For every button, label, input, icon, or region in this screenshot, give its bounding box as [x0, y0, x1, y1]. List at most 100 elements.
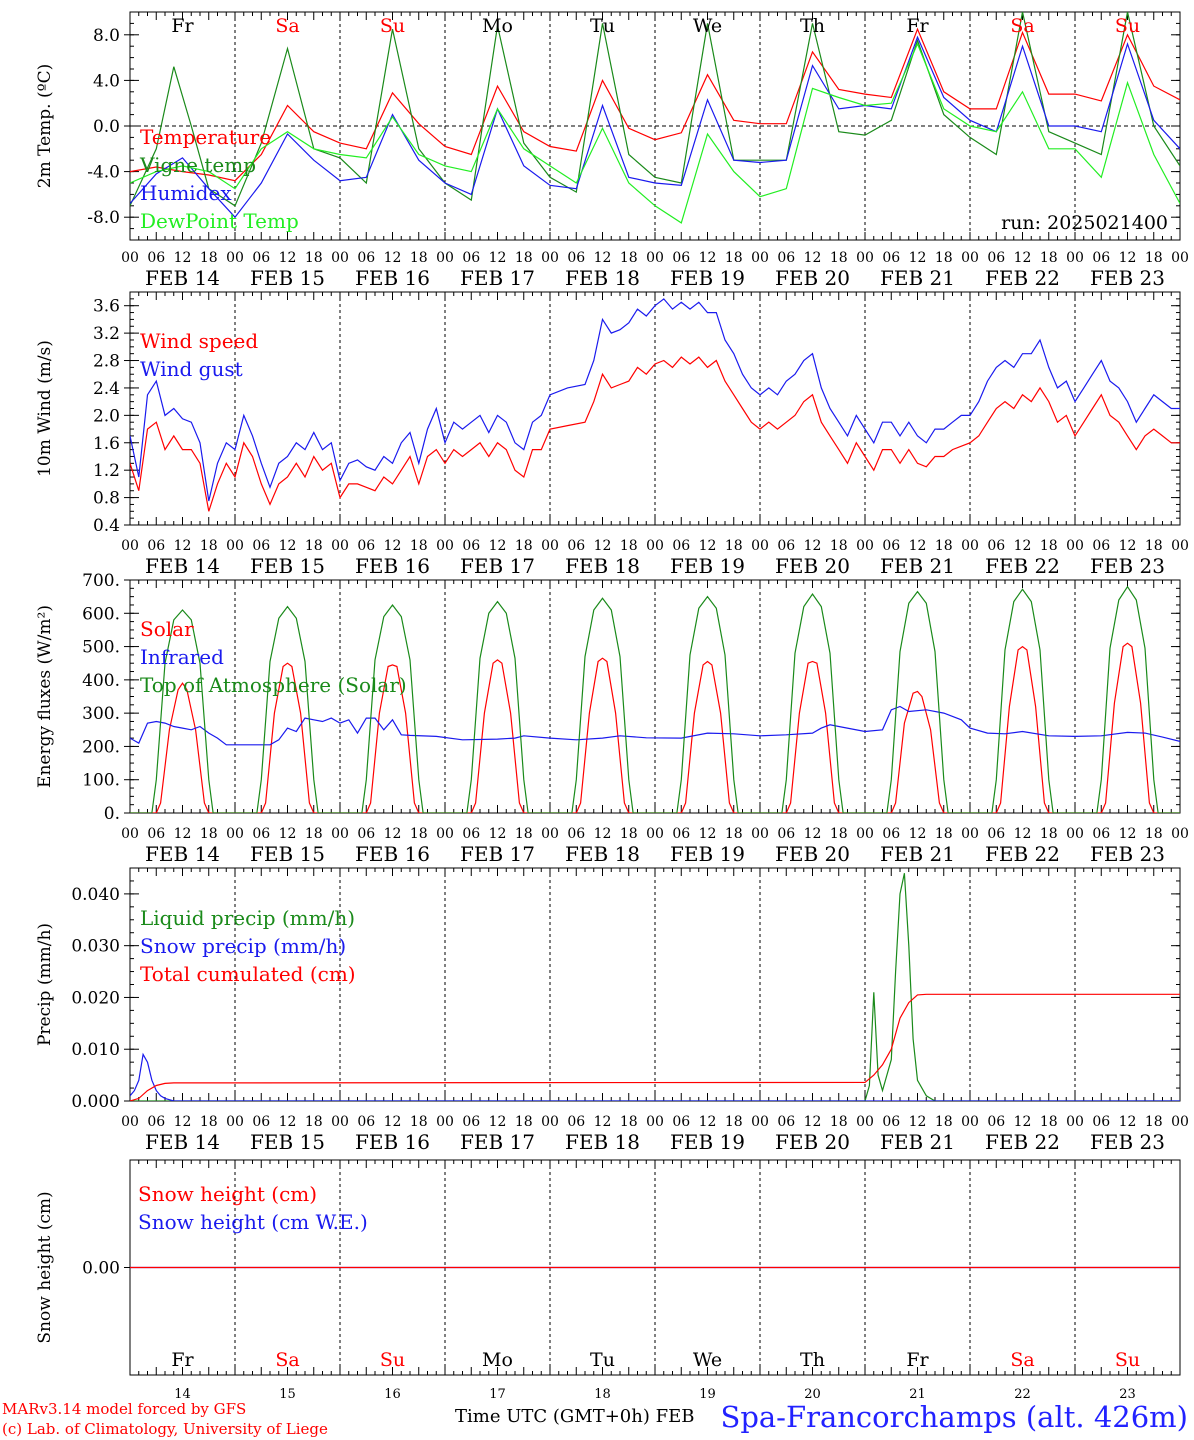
y-axis-label: 10m Wind (m/s): [35, 340, 55, 477]
hour-tick-label: 18: [410, 250, 428, 266]
hour-tick-label: 00: [436, 250, 454, 266]
panel-snow: 0.00 Snow height (cm) Snow height (cm) Snow…: [35, 1159, 1181, 1402]
hour-tick-label: 06: [777, 1114, 795, 1130]
day-label: Mo: [482, 15, 513, 37]
hour-tick-label: 12: [1119, 538, 1137, 554]
y-tick-label: 0.8: [93, 489, 120, 509]
day-label: Fr: [906, 1349, 929, 1371]
hour-tick-label: 06: [252, 250, 270, 266]
y-tick-label: 3.6: [93, 297, 120, 317]
hour-tick-label: 12: [699, 826, 717, 842]
hour-tick-label: 06: [1092, 1114, 1110, 1130]
hour-tick-label: 18: [305, 826, 323, 842]
day-label: Su: [380, 1349, 405, 1371]
day-number-label: 22: [1014, 1387, 1031, 1402]
y-tick-label: 100.: [82, 771, 120, 791]
legend-entry: Temperature: [140, 125, 271, 149]
hour-tick-label: 06: [567, 538, 585, 554]
hour-tick-label: 12: [804, 1114, 822, 1130]
y-tick-label: 0.020: [71, 988, 120, 1008]
date-label: FEB 20: [775, 554, 850, 578]
hour-tick-label: 18: [830, 250, 848, 266]
legend-entry: Humidex: [140, 181, 232, 205]
hour-tick-label: 18: [725, 826, 743, 842]
y-tick-label: 2.8: [93, 352, 120, 372]
hour-tick-label: 06: [987, 538, 1005, 554]
hour-tick-label: 00: [331, 826, 349, 842]
hour-tick-label: 00: [646, 1114, 664, 1130]
y-axis-label: 2m Temp. (ºC): [35, 64, 55, 189]
hour-tick-label: 06: [1092, 538, 1110, 554]
hour-tick-label: 00: [331, 250, 349, 266]
day-label: Tu: [590, 1349, 615, 1371]
y-tick-label: 700.: [82, 571, 120, 591]
hour-tick-label: 06: [987, 250, 1005, 266]
series-line-wind-speed: [130, 356, 1180, 512]
hour-tick-label: 12: [489, 250, 507, 266]
date-label: FEB 18: [565, 1130, 640, 1154]
hour-tick-label: 12: [384, 1114, 402, 1130]
hour-tick-label: 06: [462, 826, 480, 842]
date-label: FEB 20: [775, 266, 850, 290]
day-number-label: 20: [804, 1387, 821, 1402]
hour-tick-label: 18: [1040, 250, 1058, 266]
hour-tick-label: 00: [856, 826, 874, 842]
y-tick-label: 8.0: [93, 26, 120, 46]
hour-tick-label: 18: [1145, 826, 1163, 842]
day-label: We: [693, 1349, 722, 1371]
hour-tick-label: 12: [1014, 538, 1032, 554]
day-label: Fr: [171, 1349, 194, 1371]
series-line-solar: [130, 642, 1180, 813]
hour-tick-label: 00: [1066, 826, 1084, 842]
hour-tick-label: 00: [856, 250, 874, 266]
hour-tick-label: 06: [777, 250, 795, 266]
hour-tick-label: 00: [226, 538, 244, 554]
y-axis-label: Precip (mm/h): [35, 923, 55, 1046]
hour-tick-label: 06: [147, 538, 165, 554]
day-label: We: [693, 15, 722, 37]
hour-tick-label: 12: [489, 826, 507, 842]
hour-tick-label: 12: [174, 826, 192, 842]
date-label: FEB 16: [355, 1130, 430, 1154]
hour-tick-label: 18: [200, 250, 218, 266]
hour-tick-label: 06: [252, 1114, 270, 1130]
y-tick-label: 0.040: [71, 885, 120, 905]
hour-tick-label: 18: [935, 538, 953, 554]
hour-tick-label: 06: [987, 826, 1005, 842]
hour-tick-label: 00: [751, 1114, 769, 1130]
day-label: Mo: [482, 1349, 513, 1371]
hour-tick-label: 00: [961, 826, 979, 842]
hour-tick-label: 12: [699, 250, 717, 266]
legend-entry: DewPoint Temp: [140, 209, 299, 233]
legend-entry: Liquid precip (mm/h): [140, 906, 355, 930]
hour-tick-label: 00: [121, 1114, 139, 1130]
hour-tick-label: 00: [751, 250, 769, 266]
hour-tick-label: 18: [830, 538, 848, 554]
hour-tick-label: 00: [226, 1114, 244, 1130]
date-label: FEB 23: [1090, 842, 1165, 866]
series-line-humidex: [130, 35, 1180, 219]
hour-tick-label: 12: [174, 1114, 192, 1130]
hour-tick-label: 00: [436, 826, 454, 842]
y-tick-label: 2.4: [93, 379, 120, 399]
legend-entry: Wind gust: [140, 357, 243, 381]
legend-entry: Top of Atmosphere (Solar): [140, 673, 407, 697]
date-label: FEB 14: [145, 1130, 220, 1154]
hour-tick-label: 18: [935, 250, 953, 266]
date-label: FEB 18: [565, 266, 640, 290]
day-label: Fr: [171, 15, 194, 37]
panel-precip: 0.000 0.010 0.020 0.030 0.040 Precip (mm/h) Li…: [35, 867, 1189, 1154]
hour-tick-label: 12: [909, 826, 927, 842]
hour-tick-label: 06: [882, 1114, 900, 1130]
date-label: FEB 21: [880, 1130, 955, 1154]
hour-tick-label: 18: [935, 1114, 953, 1130]
day-number-label: 14: [174, 1387, 191, 1402]
panel-energy: 0. 100. 200. 300. 400. 500. 600. 700. Energy flu…: [35, 571, 1189, 866]
hour-tick-label: 18: [200, 538, 218, 554]
lab-credit: (c) Lab. of Climatology, University of L…: [2, 1420, 328, 1438]
hour-tick-label: 06: [357, 538, 375, 554]
hour-tick-label: 00: [751, 538, 769, 554]
hour-tick-label: 12: [594, 1114, 612, 1130]
legend-entry: Snow precip (mm/h): [140, 934, 346, 958]
